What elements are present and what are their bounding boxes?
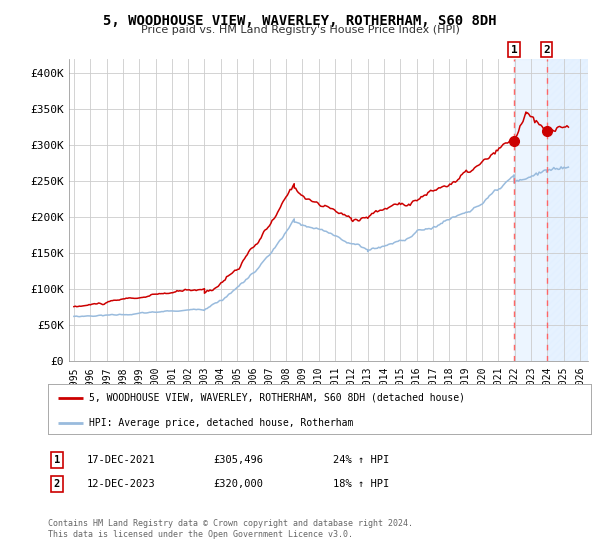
Text: 2: 2 (543, 45, 550, 55)
Text: 2: 2 (54, 479, 60, 489)
Text: Contains HM Land Registry data © Crown copyright and database right 2024.: Contains HM Land Registry data © Crown c… (48, 519, 413, 528)
Text: £305,496: £305,496 (213, 455, 263, 465)
Bar (514, 59, 588, 361)
Text: Price paid vs. HM Land Registry's House Price Index (HPI): Price paid vs. HM Land Registry's House … (140, 25, 460, 35)
Bar (547, 59, 588, 361)
Text: 18% ↑ HPI: 18% ↑ HPI (333, 479, 389, 489)
Text: 1: 1 (54, 455, 60, 465)
Text: 5, WOODHOUSE VIEW, WAVERLEY, ROTHERHAM, S60 8DH: 5, WOODHOUSE VIEW, WAVERLEY, ROTHERHAM, … (103, 14, 497, 28)
Text: 24% ↑ HPI: 24% ↑ HPI (333, 455, 389, 465)
Text: This data is licensed under the Open Government Licence v3.0.: This data is licensed under the Open Gov… (48, 530, 353, 539)
Text: 5, WOODHOUSE VIEW, WAVERLEY, ROTHERHAM, S60 8DH (detached house): 5, WOODHOUSE VIEW, WAVERLEY, ROTHERHAM, … (89, 393, 465, 403)
Text: £320,000: £320,000 (213, 479, 263, 489)
Text: 17-DEC-2021: 17-DEC-2021 (87, 455, 156, 465)
Text: 12-DEC-2023: 12-DEC-2023 (87, 479, 156, 489)
Text: HPI: Average price, detached house, Rotherham: HPI: Average price, detached house, Roth… (89, 418, 353, 428)
Text: 1: 1 (511, 45, 517, 55)
